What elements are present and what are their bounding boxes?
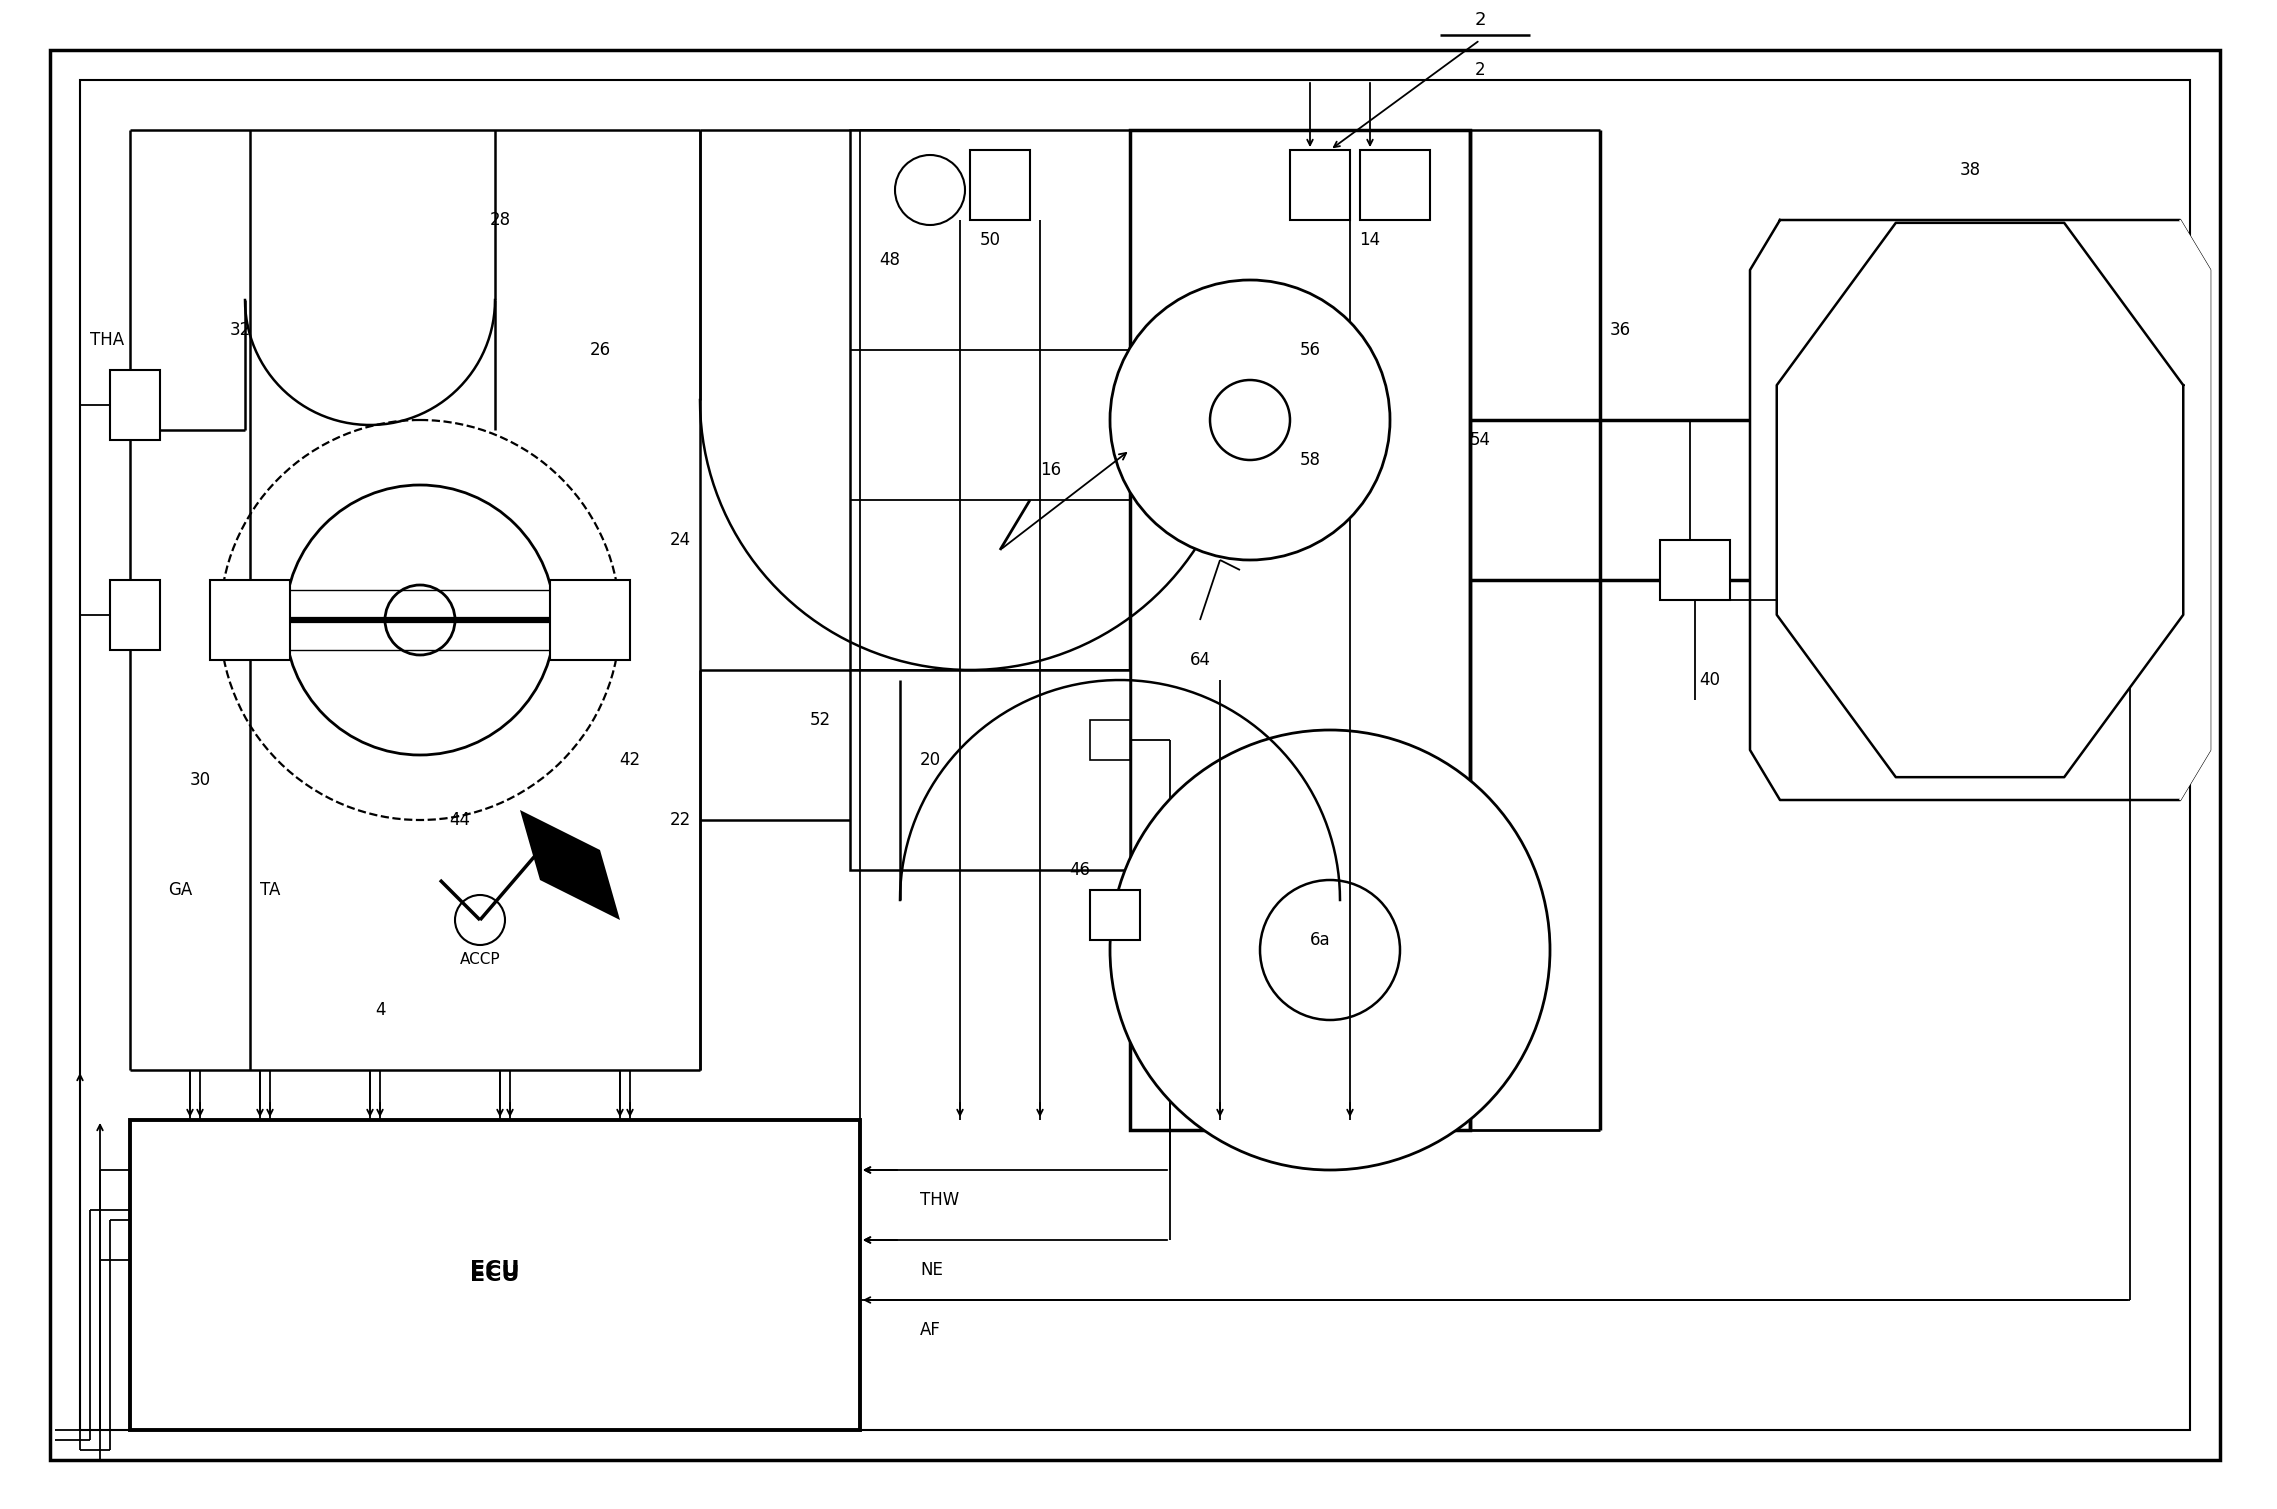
Text: 2: 2 [1473,11,1487,29]
Bar [209,579,289,659]
Bar [970,149,1029,220]
Polygon shape [519,810,619,920]
Text: 16: 16 [1041,462,1061,478]
Text: THW: THW [920,1191,959,1209]
Text: 22: 22 [669,810,690,828]
Text: 30: 30 [189,771,209,789]
Text: 26: 26 [590,341,610,359]
Bar [1129,130,1471,1130]
Polygon shape [2179,220,2211,800]
Bar [109,579,159,650]
Text: 42: 42 [619,751,640,770]
Polygon shape [1776,223,2184,777]
Bar [1660,540,1731,601]
Text: 6a: 6a [1309,931,1330,949]
Text: 50: 50 [979,231,1000,249]
Text: 40: 40 [1699,672,1721,690]
Circle shape [285,484,556,754]
Text: 20: 20 [920,751,940,770]
Text: 48: 48 [879,250,899,269]
Bar [849,130,1129,670]
Text: 28: 28 [490,211,510,229]
Text: 58: 58 [1300,451,1321,469]
Text: 64: 64 [1189,650,1211,668]
Bar [849,670,1129,871]
Text: 52: 52 [808,711,831,729]
Text: 56: 56 [1300,341,1321,359]
Text: 54: 54 [1469,432,1491,450]
Bar [80,80,2190,1431]
Bar [1359,149,1430,220]
Text: 36: 36 [1610,321,1630,340]
Text: ECU: ECU [471,1265,519,1286]
Text: THA: THA [91,330,125,349]
Bar [1091,890,1141,940]
Text: 46: 46 [1070,862,1091,880]
Bar [1091,720,1129,761]
Bar [551,579,631,659]
Text: 38: 38 [1960,161,1981,180]
Bar [1291,149,1350,220]
Text: TA: TA [260,881,280,899]
Text: AF: AF [920,1320,940,1338]
Text: NE: NE [920,1262,943,1280]
Text: 4: 4 [376,1000,385,1019]
Text: 44: 44 [449,810,471,828]
Text: 24: 24 [669,531,692,549]
Circle shape [1109,281,1389,560]
Text: 14: 14 [1359,231,1380,249]
Text: 2: 2 [1475,60,1485,78]
Text: ACCP: ACCP [460,952,501,967]
Text: ECU: ECU [471,1260,519,1280]
Bar [130,1120,861,1431]
Text: 32: 32 [230,321,250,340]
Bar [109,370,159,441]
Polygon shape [1751,220,2211,800]
Text: GA: GA [168,881,191,899]
Circle shape [1109,730,1551,1169]
